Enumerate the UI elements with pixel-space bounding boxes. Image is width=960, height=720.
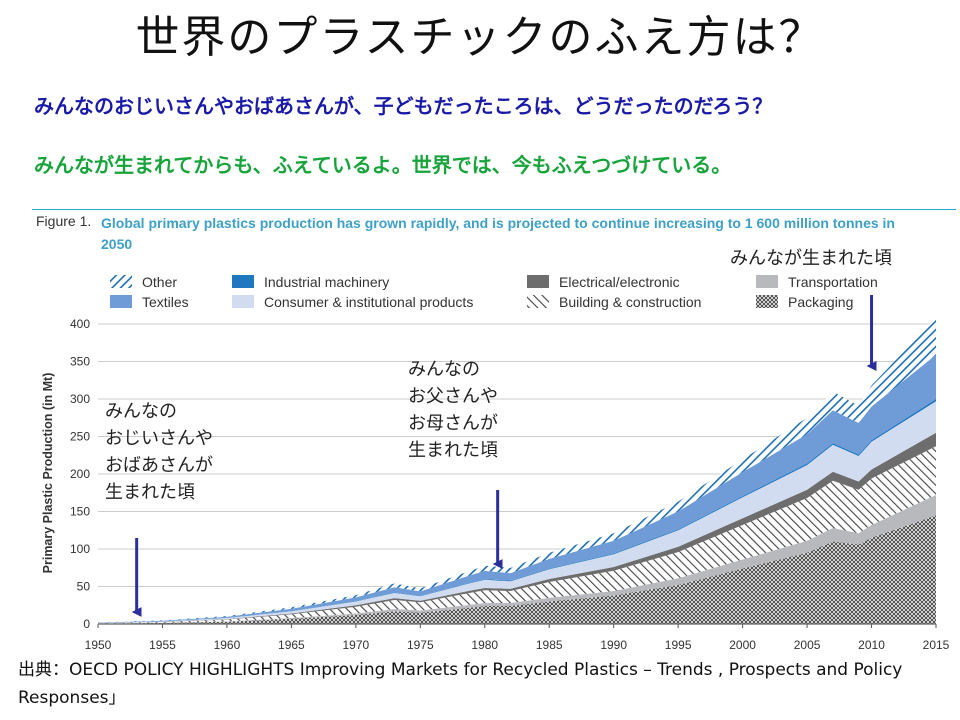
legend-swatch-packaging [756,295,778,308]
x-tick-label: 1965 [278,638,305,652]
legend-label-transportation: Transportation [788,274,878,290]
y-tick-label: 250 [70,430,90,444]
figure-caption: Global primary plastics production has g… [101,215,895,252]
legend-label-building: Building & construction [559,294,701,310]
x-tick-label: 2015 [923,638,950,652]
legend-label-consumer: Consumer & institutional products [264,294,473,310]
answer-line: みんなが生まれてからも、ふえているよ。世界では、今もふえつづけている。 [34,153,732,177]
area-packaging [98,515,936,624]
y-tick-label: 0 [83,617,90,631]
x-tick-label: 2005 [794,638,821,652]
legend-swatch-industrial [232,275,254,288]
legend-label-industrial: Industrial machinery [264,274,389,290]
x-tick-label: 1980 [471,638,498,652]
y-tick-label: 200 [70,467,90,481]
source-citation: 出典：OECD POLICY HIGHLIGHTS Improving Mark… [18,660,903,708]
y-axis-label: Primary Plastic Production (in Mt) [41,373,55,574]
legend-swatch-transportation [756,275,778,288]
x-tick-label: 2000 [729,638,756,652]
figure-label: Figure 1. [36,213,92,229]
legend-label-textiles: Textiles [142,294,189,310]
x-tick-label: 1950 [85,638,112,652]
y-tick-label: 350 [70,355,90,369]
y-tick-label: 50 [77,580,91,594]
annotation-parents: みんなの お父さんや お母さんが 生まれた頃 [408,359,498,461]
legend-swatch-building [527,295,549,308]
y-tick-label: 150 [70,505,90,519]
legend-swatch-electrical [527,275,549,288]
legend-swatch-consumer [232,295,254,308]
x-tick-label: 1975 [407,638,434,652]
question-line: みんなのおじいさんやおばあさんが、子どもだったころは、どうだったのだろう？ [34,94,773,118]
annotation-grandparents: みんなの おじいさんや おばあさんが 生まれた頃 [105,401,213,503]
legend-label-other: Other [142,274,177,290]
y-tick-label: 100 [70,542,90,556]
plastics-production-chart: 0 50 100 150 200 250 300 350 400 1950 1955 1960 1965… [41,274,950,652]
area-building [98,446,936,624]
area-transportation [98,495,936,624]
page-title: 世界のプラスチックのふえ方は？ [135,12,825,63]
annotation-children: みんなが生まれた頃 [730,248,892,269]
x-tick-label: 1960 [214,638,241,652]
x-tick-label: 1955 [149,638,176,652]
y-tick-label: 400 [70,317,90,331]
legend-swatch-textiles [110,295,132,308]
legend-label-packaging: Packaging [788,294,853,310]
x-tick-label: 1995 [665,638,692,652]
legend-label-electrical: Electrical/electronic [559,274,680,290]
x-tick-label: 1990 [600,638,627,652]
x-tick-label: 1970 [342,638,369,652]
y-tick-label: 300 [70,392,90,406]
x-tick-label: 2010 [858,638,885,652]
divider-line [32,209,956,210]
legend-swatch-other [110,275,132,288]
x-tick-label: 1985 [536,638,563,652]
